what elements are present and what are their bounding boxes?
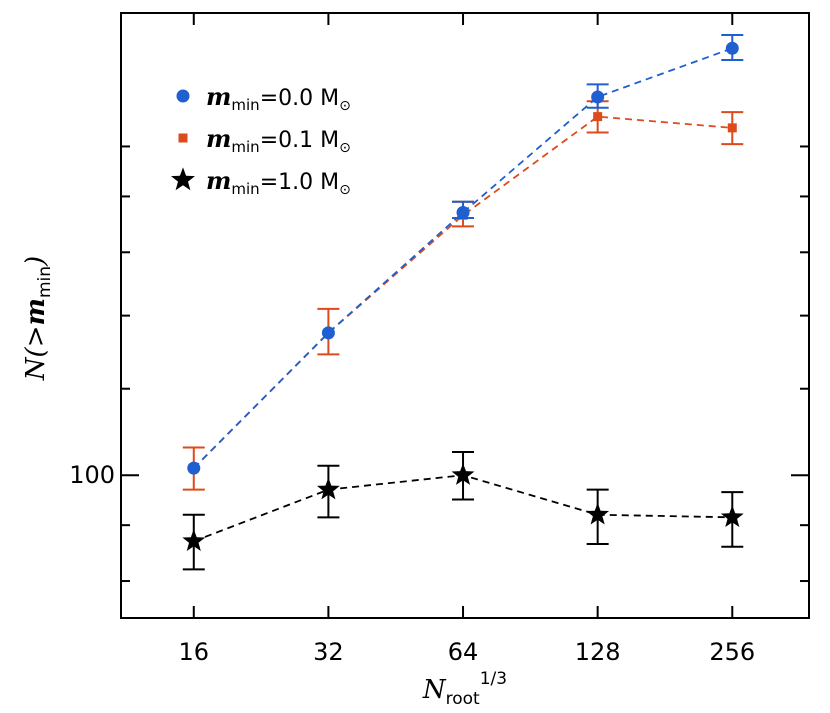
data-point bbox=[591, 90, 605, 104]
legend-var: m bbox=[206, 82, 231, 111]
legend-marker bbox=[171, 167, 195, 191]
data-point bbox=[316, 477, 340, 500]
data-point bbox=[593, 112, 603, 122]
data-point bbox=[182, 529, 206, 551]
legend-sub: min bbox=[231, 180, 259, 198]
x-tick-label: 32 bbox=[313, 638, 344, 666]
legend-var: m bbox=[206, 166, 231, 195]
legend-marker bbox=[178, 133, 188, 143]
series-line bbox=[193, 47, 733, 469]
legend-entry: mmin=0.0 M⊙ bbox=[176, 82, 351, 114]
legend-marker bbox=[176, 89, 190, 103]
series-line bbox=[193, 115, 733, 469]
legend-label: mmin=1.0 M⊙ bbox=[206, 166, 351, 198]
legend: mmin=0.0 M⊙mmin=0.1 M⊙mmin=1.0 M⊙ bbox=[171, 82, 351, 198]
y-axis-title-main: N(> bbox=[21, 326, 51, 382]
y-axis-title: N(>mmin) bbox=[21, 256, 55, 381]
legend-entry: mmin=1.0 M⊙ bbox=[171, 166, 351, 198]
series-square bbox=[182, 100, 744, 491]
legend-sun: ⊙ bbox=[339, 140, 351, 156]
series-layer bbox=[182, 33, 744, 571]
legend-value: =0.1 M bbox=[260, 128, 339, 153]
data-point bbox=[727, 123, 737, 133]
data-point bbox=[187, 461, 201, 475]
x-tick-label: 256 bbox=[709, 638, 755, 666]
x-tick-label: 128 bbox=[575, 638, 621, 666]
x-tick-label: 16 bbox=[179, 638, 210, 666]
series-circle bbox=[187, 33, 744, 475]
legend-var: m bbox=[206, 124, 231, 153]
x-axis-title-sub: root bbox=[446, 689, 480, 709]
x-axis-title-main: N bbox=[422, 675, 447, 705]
y-axis-title-sub: min bbox=[35, 266, 55, 298]
x-axis-title-sup: 1/3 bbox=[480, 669, 507, 689]
legend-sun: ⊙ bbox=[339, 98, 351, 114]
legend-label: mmin=0.1 M⊙ bbox=[206, 124, 351, 156]
legend-sub: min bbox=[231, 96, 259, 114]
legend-sun: ⊙ bbox=[339, 182, 351, 198]
axis-ticks: 16 32 64 128 256 100 bbox=[69, 13, 809, 666]
data-point bbox=[720, 505, 744, 528]
data-point bbox=[725, 41, 739, 55]
x-axis-title: Nroot1/3 bbox=[422, 669, 507, 709]
x-tick-label: 64 bbox=[448, 638, 479, 666]
legend-label: mmin=0.0 M⊙ bbox=[206, 82, 351, 114]
legend-sub: min bbox=[231, 138, 259, 156]
y-axis-title-var: m bbox=[21, 298, 51, 326]
legend-entry: mmin=0.1 M⊙ bbox=[178, 124, 351, 156]
data-point bbox=[321, 326, 335, 340]
data-point bbox=[456, 206, 470, 220]
legend-value: =0.0 M bbox=[260, 86, 339, 111]
data-point bbox=[451, 463, 475, 485]
y-tick-label: 100 bbox=[69, 461, 115, 489]
legend-value: =1.0 M bbox=[260, 170, 339, 195]
y-axis-title-close: ) bbox=[21, 256, 51, 267]
series-star bbox=[182, 451, 744, 571]
data-point bbox=[586, 502, 610, 525]
